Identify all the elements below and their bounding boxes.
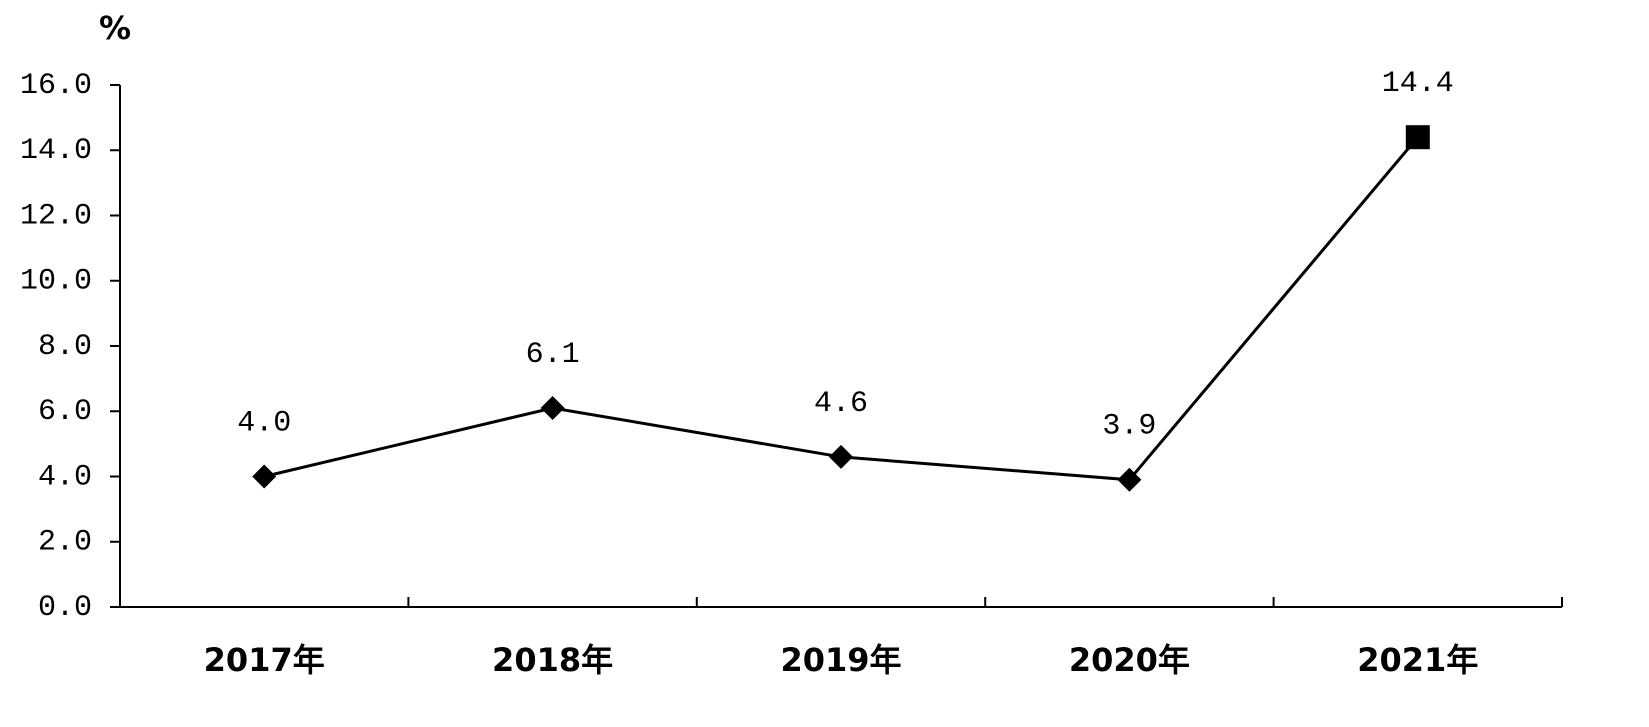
y-tick-label: 10.0 <box>20 265 92 299</box>
marker <box>252 464 277 489</box>
y-tick-label: 6.0 <box>38 395 92 429</box>
data-label: 4.6 <box>814 387 868 421</box>
y-tick-label: 14.0 <box>20 134 92 168</box>
y-tick-label: 4.0 <box>38 460 92 494</box>
data-label: 4.0 <box>237 406 291 440</box>
y-tick-label: 0.0 <box>38 591 92 625</box>
marker <box>1117 467 1142 492</box>
y-tick-label: 16.0 <box>20 69 92 103</box>
marker <box>540 395 565 420</box>
x-tick-label: 2020年 <box>1069 641 1190 679</box>
x-tick-label: 2017年 <box>204 641 325 679</box>
x-tick-label: 2021年 <box>1357 641 1478 679</box>
y-tick-label: 8.0 <box>38 330 92 364</box>
marker <box>1405 125 1430 150</box>
y-tick-label: 12.0 <box>20 199 92 233</box>
line <box>263 136 1419 482</box>
marker <box>829 444 853 469</box>
y-unit-label: % <box>99 9 131 47</box>
y-tick-label: 2.0 <box>38 526 92 560</box>
data-label: 3.9 <box>1102 410 1156 444</box>
x-tick-label: 2018年 <box>492 641 613 679</box>
data-label: 14.4 <box>1382 67 1454 101</box>
x-tick-label: 2019年 <box>780 641 901 679</box>
data-label: 6.1 <box>526 338 580 372</box>
